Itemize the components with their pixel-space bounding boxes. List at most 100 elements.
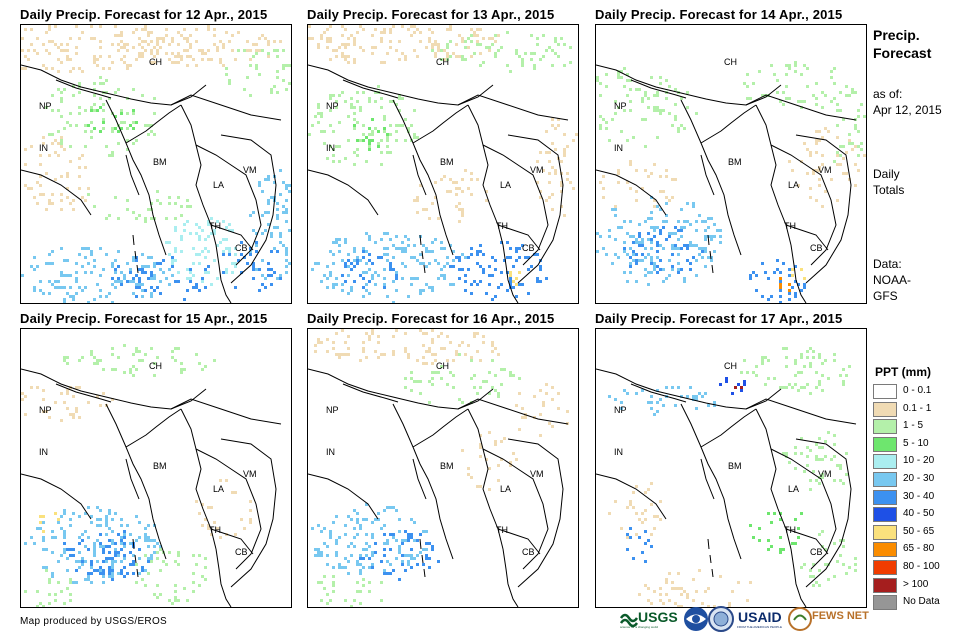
precip-cell — [24, 55, 27, 58]
precip-cell — [171, 61, 174, 64]
precip-cell — [111, 61, 114, 64]
precip-cell — [150, 271, 153, 274]
precip-cell — [788, 383, 791, 386]
precip-cell — [380, 599, 383, 602]
precip-cell — [824, 190, 827, 193]
precip-cell — [48, 253, 51, 256]
precip-cell — [87, 247, 90, 250]
precip-cell — [371, 533, 374, 536]
precip-cell — [386, 139, 389, 142]
precip-cell — [264, 286, 267, 289]
precip-cell — [192, 581, 195, 584]
precip-cell — [105, 253, 108, 256]
precip-cell — [60, 392, 63, 395]
precip-cell — [794, 383, 797, 386]
precip-cell — [153, 539, 156, 542]
precip-cell — [530, 34, 533, 37]
precip-cell — [815, 371, 818, 374]
precip-cell — [791, 386, 794, 389]
precip-cell — [473, 52, 476, 55]
precip-cell — [686, 247, 689, 250]
precip-cell — [111, 347, 114, 350]
precip-cell — [704, 265, 707, 268]
precip-cell — [341, 566, 344, 569]
precip-cell — [267, 43, 270, 46]
precip-cell — [749, 274, 752, 277]
precip-cell — [105, 521, 108, 524]
precip-cell — [279, 241, 282, 244]
precip-cell — [276, 208, 279, 211]
precip-cell — [108, 551, 111, 554]
precip-cell — [629, 109, 632, 112]
precip-cell — [54, 280, 57, 283]
precip-cell — [347, 55, 350, 58]
precip-cell — [368, 148, 371, 151]
country-label-th: TH — [496, 525, 508, 535]
precip-cell — [33, 49, 36, 52]
precip-cell — [66, 557, 69, 560]
precip-cell — [668, 572, 671, 575]
precip-cell — [656, 410, 659, 413]
precip-cell — [180, 362, 183, 365]
precip-cell — [192, 572, 195, 575]
precip-cell — [42, 605, 45, 607]
precip-cell — [614, 398, 617, 401]
precip-cell — [326, 554, 329, 557]
precip-cell — [791, 169, 794, 172]
precip-cell — [279, 235, 282, 238]
precip-cell — [258, 73, 261, 76]
precip-cell — [207, 506, 210, 509]
precip-cell — [332, 148, 335, 151]
precip-cell — [800, 437, 803, 440]
precip-cell — [425, 46, 428, 49]
precip-cell — [479, 434, 482, 437]
precip-cell — [857, 115, 860, 118]
precip-cell — [389, 572, 392, 575]
precip-cell — [815, 479, 818, 482]
coastline — [132, 538, 139, 578]
precip-cell — [380, 97, 383, 100]
precip-cell — [779, 301, 782, 303]
precip-cell — [698, 214, 701, 217]
precip-cell — [347, 259, 350, 262]
precip-cell — [770, 295, 773, 298]
precip-cell — [129, 551, 132, 554]
precip-cell — [707, 217, 710, 220]
precip-cell — [644, 584, 647, 587]
precip-cell — [662, 602, 665, 605]
precip-cell — [476, 253, 479, 256]
precip-cell — [258, 49, 261, 52]
precip-cell — [252, 55, 255, 58]
precip-cell — [78, 286, 81, 289]
precip-cell — [704, 235, 707, 238]
precip-cell — [389, 506, 392, 509]
precip-cell — [785, 347, 788, 350]
precip-cell — [413, 380, 416, 383]
precip-cell — [347, 560, 350, 563]
precip-cell — [320, 34, 323, 37]
precip-cell — [686, 244, 689, 247]
precip-cell — [779, 551, 782, 554]
precip-cell — [641, 97, 644, 100]
precip-cell — [602, 196, 605, 199]
precip-cell — [488, 431, 491, 434]
precip-cell — [282, 181, 285, 184]
precip-cell — [353, 151, 356, 154]
precip-cell — [96, 359, 99, 362]
precip-cell — [389, 151, 392, 154]
legend-label: 5 - 10 — [903, 437, 929, 449]
precip-cell — [138, 52, 141, 55]
precip-cell — [60, 515, 63, 518]
precip-cell — [626, 79, 629, 82]
precip-cell — [374, 350, 377, 353]
precip-cell — [96, 362, 99, 365]
precip-cell — [69, 286, 72, 289]
precip-cell — [680, 229, 683, 232]
precip-cell — [150, 560, 153, 563]
precip-cell — [473, 280, 476, 283]
precip-cell — [497, 392, 500, 395]
precip-cell — [803, 283, 806, 286]
precip-cell — [57, 154, 60, 157]
country-label-cb: CB — [810, 243, 823, 253]
precip-cell — [105, 560, 108, 563]
